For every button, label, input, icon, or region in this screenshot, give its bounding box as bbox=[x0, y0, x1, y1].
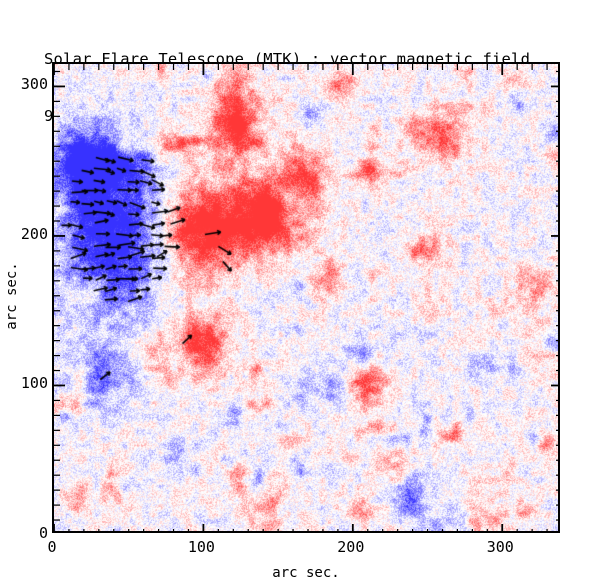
y-tick-label: 0 bbox=[38, 524, 48, 542]
x-axis-tick-labels: 0 100 200 300 bbox=[0, 540, 612, 560]
y-tick-label: 100 bbox=[20, 374, 48, 393]
y-axis-tick-labels: 0 100 200 300 bbox=[0, 0, 48, 585]
y-axis-title: arc sec. bbox=[4, 262, 20, 330]
y-tick-label: 200 bbox=[20, 224, 48, 243]
y-tick-label: 300 bbox=[20, 75, 48, 94]
x-tick-label: 200 bbox=[337, 538, 365, 556]
x-tick-label: 100 bbox=[187, 538, 215, 556]
x-tick-label: 300 bbox=[486, 538, 514, 556]
x-tick-label: 0 bbox=[47, 538, 57, 556]
x-axis-title: arc sec. bbox=[272, 565, 340, 581]
plot-frame bbox=[52, 62, 560, 533]
magnetogram-image bbox=[54, 64, 558, 531]
